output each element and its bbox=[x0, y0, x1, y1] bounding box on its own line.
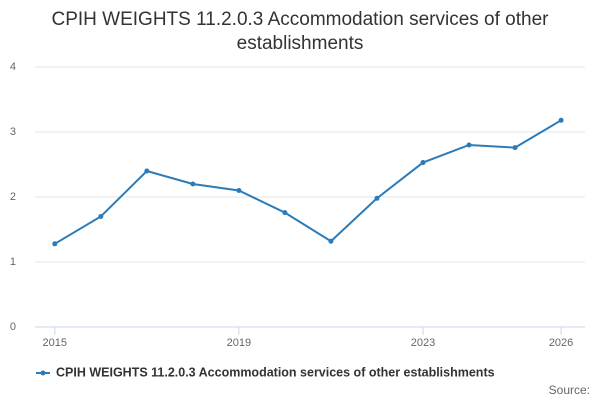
legend-label: CPIH WEIGHTS 11.2.0.3 Accommodation serv… bbox=[56, 365, 495, 379]
point bbox=[328, 238, 334, 244]
point bbox=[236, 188, 242, 193]
line bbox=[54, 119, 562, 245]
x-tick-label: 2019 bbox=[227, 337, 251, 349]
point bbox=[282, 210, 288, 216]
point bbox=[512, 145, 518, 151]
y-tick-label: 4 bbox=[10, 61, 16, 73]
x-tick-label: 2023 bbox=[411, 337, 435, 349]
point bbox=[144, 168, 150, 174]
chart-title: CPIH WEIGHTS 11.2.0.3 Accommodation serv… bbox=[51, 9, 549, 54]
point bbox=[466, 142, 472, 148]
legend-marker bbox=[40, 370, 46, 376]
y-tick-label: 3 bbox=[10, 126, 16, 138]
x-tick-label: 2026 bbox=[549, 337, 573, 349]
point bbox=[190, 181, 196, 187]
y-tick-label: 2 bbox=[10, 191, 16, 203]
y-tick-label: 1 bbox=[10, 256, 16, 268]
source: Source: bbox=[549, 383, 590, 397]
point bbox=[52, 241, 58, 247]
point bbox=[420, 160, 426, 166]
point bbox=[558, 117, 564, 123]
x-tick-label: 2015 bbox=[43, 337, 67, 349]
point bbox=[374, 195, 380, 201]
point bbox=[98, 214, 104, 219]
y-tick-label: 0 bbox=[10, 321, 16, 333]
